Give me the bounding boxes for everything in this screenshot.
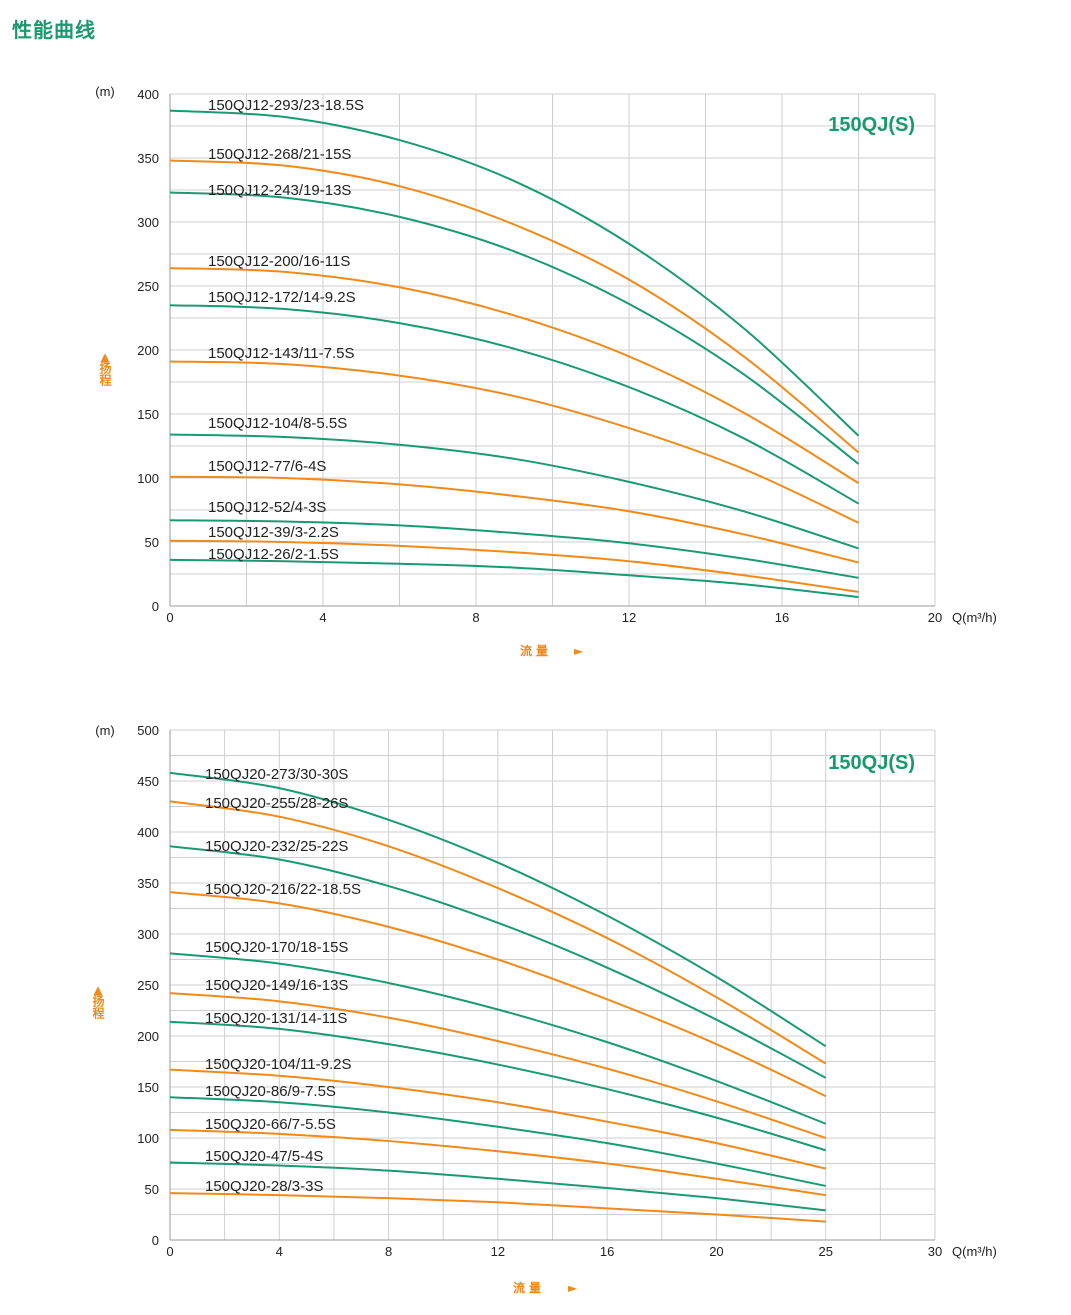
x-axis-title: 流量 — [520, 643, 552, 658]
series-line — [169, 267, 860, 484]
x-axis-title: 流量 — [513, 1280, 545, 1295]
series-line — [169, 159, 860, 454]
series-label: 150QJ20-149/16-13S — [205, 977, 348, 994]
series-label: 150QJ20-170/18-15S — [205, 939, 348, 956]
up-arrow-icon: ▲ — [100, 350, 110, 364]
x-tick-label: 16 — [600, 1244, 614, 1259]
x-tick-label: 20 — [709, 1244, 723, 1259]
x-tick-label: 12 — [622, 610, 636, 625]
y-tick-label: 350 — [137, 876, 159, 891]
y-tick-label: 250 — [137, 279, 159, 294]
x-tick-label: 0 — [166, 1244, 173, 1259]
series-line — [169, 845, 827, 1079]
y-tick-label: 0 — [152, 1233, 159, 1248]
series-line — [169, 109, 860, 437]
y-unit-label: (m) — [95, 84, 115, 99]
y-tick-label: 300 — [137, 215, 159, 230]
y-tick-label: 400 — [137, 87, 159, 102]
model-label: 150QJ(S) — [828, 114, 915, 136]
y-tick-label: 200 — [137, 1029, 159, 1044]
series-label: 150QJ12-39/3-2.2S — [208, 524, 339, 541]
y-tick-label: 500 — [137, 723, 159, 738]
y-tick-label: 350 — [137, 151, 159, 166]
series-label: 150QJ20-131/14-11S — [205, 1010, 347, 1027]
series-label: 150QJ20-232/25-22S — [205, 838, 348, 855]
series-label: 150QJ20-104/11-9.2S — [205, 1056, 352, 1073]
series-line — [169, 304, 859, 505]
series-label: 150QJ12-52/4-3S — [208, 499, 326, 516]
series-line — [169, 1192, 826, 1223]
x-unit-label: Q(m³/h) — [952, 1244, 997, 1259]
series-line — [169, 519, 859, 579]
series-line — [169, 800, 827, 1065]
x-unit-label: Q(m³/h) — [952, 610, 997, 625]
series-label: 150QJ12-143/11-7.5S — [208, 345, 355, 362]
y-tick-label: 200 — [137, 343, 159, 358]
series-label: 150QJ12-77/6-4S — [208, 458, 326, 475]
chart-2: 0 4 8 12 16 20 25 30050100150200250300350400450… — [91, 723, 997, 1295]
series-label: 150QJ12-293/23-18.5S — [208, 97, 364, 114]
series-line — [169, 992, 827, 1139]
x-tick-label: 16 — [775, 610, 789, 625]
series-label: 150QJ12-26/2-1.5S — [208, 546, 339, 563]
series-label: 150QJ12-172/14-9.2S — [208, 289, 356, 306]
series-label: 150QJ20-28/3-3S — [205, 1178, 323, 1195]
y-tick-label: 100 — [137, 1131, 159, 1146]
series-label: 150QJ20-86/9-7.5S — [205, 1083, 336, 1100]
series-line — [169, 360, 859, 524]
y-axis-title: 扬程 — [98, 361, 112, 387]
series-label: 150QJ20-216/22-18.5S — [205, 881, 361, 898]
x-tick-label: 0 — [166, 610, 173, 625]
series-line — [169, 891, 827, 1098]
series-line — [169, 1068, 826, 1170]
x-tick-label: 12 — [491, 1244, 505, 1259]
grid — [169, 729, 936, 1241]
right-arrow-icon: ► — [568, 1281, 578, 1295]
x-tick-label: 8 — [472, 610, 479, 625]
y-tick-label: 400 — [137, 825, 159, 840]
y-tick-label: 50 — [145, 535, 159, 550]
x-tick-label: 4 — [319, 610, 326, 625]
series-line — [169, 433, 859, 550]
series-label: 150QJ20-255/28-26S — [205, 795, 348, 812]
series-label: 150QJ12-268/21-15S — [208, 146, 351, 163]
y-axis-title: 扬程 — [91, 994, 105, 1020]
series-label: 150QJ20-66/7-5.5S — [205, 1116, 336, 1133]
y-tick-label: 0 — [152, 599, 159, 614]
series-line — [169, 1096, 826, 1187]
series-line — [169, 771, 827, 1048]
series-label: 150QJ20-47/5-4S — [205, 1148, 323, 1165]
page-title: 性能曲线 — [12, 18, 96, 42]
y-tick-label: 100 — [137, 471, 159, 486]
y-tick-label: 150 — [137, 407, 159, 422]
y-unit-label: (m) — [95, 723, 115, 738]
series-label: 150QJ12-243/19-13S — [208, 182, 351, 199]
series-line — [169, 1128, 826, 1197]
y-tick-label: 250 — [137, 978, 159, 993]
chart-1: 0 4 8 12 16 20050100150200250300350400Q(m³/h)… — [95, 84, 997, 658]
up-arrow-icon: ▲ — [93, 983, 103, 997]
x-tick-label: 25 — [818, 1244, 832, 1259]
y-tick-label: 450 — [137, 774, 159, 789]
series-label: 150QJ12-104/8-5.5S — [208, 415, 347, 432]
right-arrow-icon: ► — [574, 644, 584, 658]
series-label: 150QJ20-273/30-30S — [205, 766, 348, 783]
x-tick-label: 30 — [928, 1244, 942, 1259]
series-line — [169, 191, 860, 465]
series-line — [169, 475, 859, 564]
series-label: 150QJ12-200/16-11S — [208, 253, 350, 270]
model-label: 150QJ(S) — [828, 752, 915, 774]
y-tick-label: 300 — [137, 927, 159, 942]
x-tick-label: 20 — [928, 610, 942, 625]
series-line — [169, 558, 859, 599]
series-line — [169, 1161, 826, 1212]
series-line — [169, 952, 827, 1125]
x-tick-label: 4 — [276, 1244, 283, 1259]
y-tick-label: 50 — [145, 1182, 159, 1197]
x-tick-label: 8 — [385, 1244, 392, 1259]
y-tick-label: 150 — [137, 1080, 159, 1095]
series-line — [169, 1020, 827, 1152]
series-line — [169, 539, 859, 593]
